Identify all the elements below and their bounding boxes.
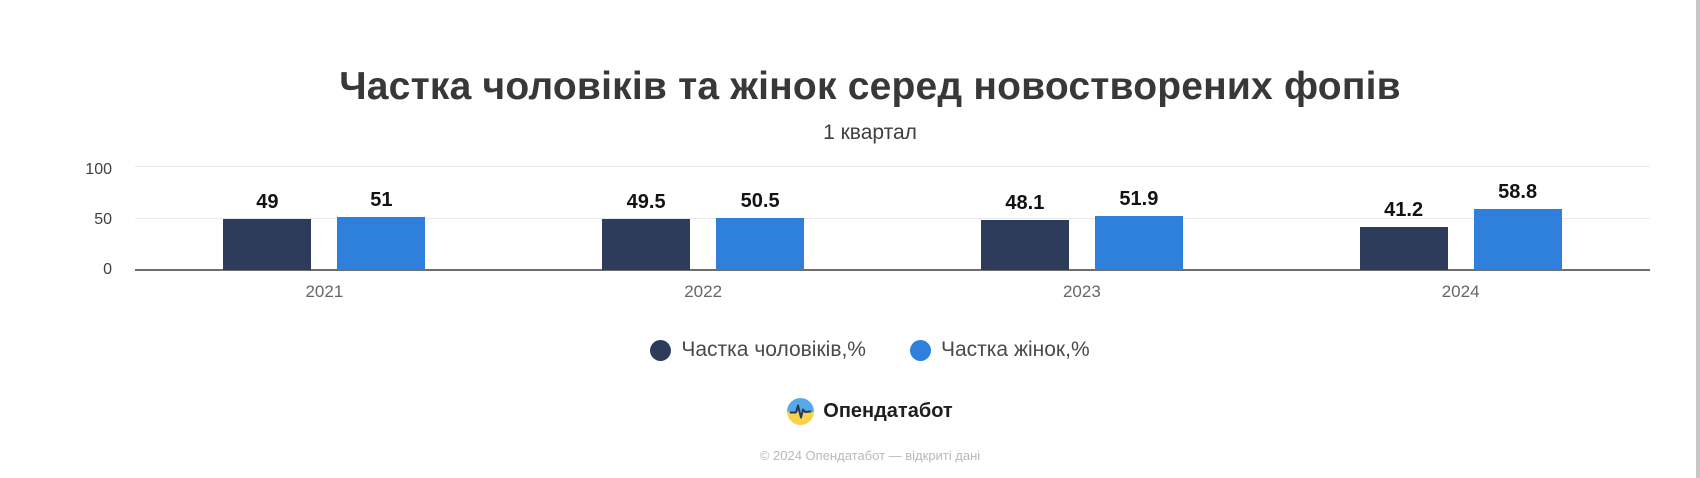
bar-value-label: 41.2 bbox=[1384, 199, 1424, 222]
bar-value-label: 49 bbox=[256, 191, 279, 213]
x-axis-baseline bbox=[135, 269, 1650, 271]
plot-area: 49 51 2021 49.5 50.5 2022 bbox=[135, 166, 1650, 301]
bar-value-label: 49.5 bbox=[626, 190, 666, 213]
x-axis-label-2024: 2024 bbox=[1441, 282, 1480, 301]
bar-women-2023[interactable]: 51.9 bbox=[1094, 189, 1183, 270]
x-axis-label-2023: 2023 bbox=[1062, 282, 1101, 301]
bar-men-2023[interactable]: 48.1 bbox=[980, 193, 1069, 270]
gridline-100 bbox=[135, 166, 1650, 167]
bar-women-2024[interactable]: 58.8 bbox=[1473, 182, 1562, 270]
legend-item-men[interactable]: Частка чоловіків,% bbox=[650, 338, 866, 362]
legend-label-women: Частка жінок,% bbox=[940, 338, 1090, 361]
bar-men-2022[interactable]: 49.5 bbox=[602, 192, 691, 270]
brand-name: Опендатабот bbox=[823, 400, 953, 422]
x-axis-label-2022: 2022 bbox=[684, 282, 723, 301]
x-axis-label-2021: 2021 bbox=[305, 282, 344, 301]
bar-men-2021[interactable]: 49 bbox=[223, 192, 312, 270]
legend-dot-men-icon bbox=[650, 339, 672, 361]
bar-women-2022[interactable]: 50.5 bbox=[716, 191, 805, 270]
bar-men-2024[interactable]: 41.2 bbox=[1359, 200, 1448, 270]
bar-value-label: 51 bbox=[370, 189, 393, 211]
y-axis-tick-50: 50 bbox=[94, 211, 112, 228]
bar-group-2023: 48.1 51.9 2023 bbox=[893, 166, 1272, 301]
legend: Частка чоловіків,% Частка жінок,% bbox=[40, 338, 1700, 362]
bar-value-label: 50.5 bbox=[740, 189, 780, 212]
opendatabot-logo-icon bbox=[787, 398, 815, 425]
chart-title: Частка чоловіків та жінок серед новоство… bbox=[339, 65, 1401, 108]
bar-value-label: 51.9 bbox=[1119, 188, 1159, 210]
chart-subtitle: 1 квартал bbox=[823, 121, 917, 144]
opendatabot-brand-link[interactable]: Опендатабот bbox=[40, 398, 1700, 425]
scrollbar-track[interactable] bbox=[1696, 0, 1700, 478]
bar-group-2021: 49 51 2021 bbox=[135, 166, 514, 301]
bar-group-2024: 41.2 58.8 2024 bbox=[1271, 166, 1650, 301]
y-axis-tick-100: 100 bbox=[85, 161, 112, 178]
copyright-text: © 2024 Опендатабот — відкриті дані bbox=[759, 448, 981, 463]
y-axis-tick-0: 0 bbox=[103, 261, 112, 278]
legend-item-women[interactable]: Частка жінок,% bbox=[909, 338, 1090, 362]
bar-value-label: 48.1 bbox=[1005, 192, 1045, 214]
legend-label-men: Частка чоловіків,% bbox=[681, 338, 866, 361]
legend-dot-women-icon bbox=[909, 339, 931, 361]
gridline-50 bbox=[135, 218, 1650, 219]
bar-value-label: 58.8 bbox=[1498, 180, 1538, 203]
bar-women-2021[interactable]: 51 bbox=[337, 190, 426, 270]
bar-group-2022: 49.5 50.5 2022 bbox=[514, 166, 893, 301]
